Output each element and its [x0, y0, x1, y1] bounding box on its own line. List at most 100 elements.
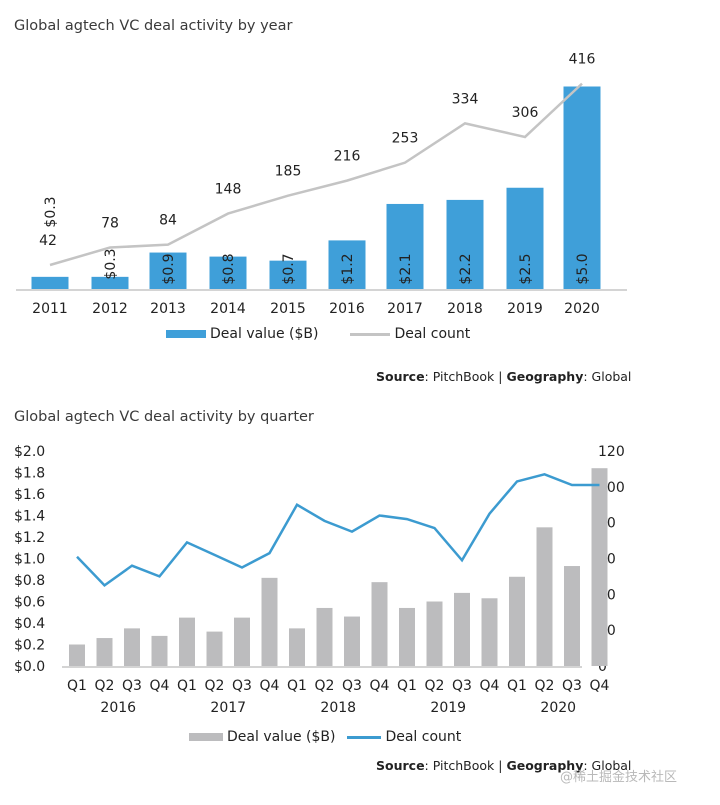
bar-deal-value-2018-Q4 [371, 582, 388, 666]
y-tick-left: $1.6 [14, 487, 45, 503]
data-label-deal-value-2020: $5.0 [575, 253, 591, 284]
data-label-deal-value-2015: $0.7 [281, 253, 297, 284]
y-tick-left: $1.0 [14, 552, 45, 568]
x-tick-2012: 2012 [92, 301, 128, 317]
source-value: PitchBook [432, 369, 495, 384]
y-tick-left: $0.2 [14, 638, 45, 654]
y-tick-left: $2.0 [14, 444, 45, 460]
x-tick-quarter: Q1 [177, 678, 197, 694]
legend-yearly: Deal value ($B) Deal count [166, 326, 470, 342]
source-separator: | [498, 758, 503, 773]
bar-deal-value-2018-Q3 [344, 616, 360, 666]
x-tick-quarter: Q3 [122, 678, 142, 694]
bar-deal-value-2017-Q1 [179, 617, 195, 666]
x-group-year-2019: 2019 [430, 700, 466, 716]
source-label: Source [376, 369, 425, 384]
data-label-deal-value-2016: $1.2 [340, 253, 356, 284]
y-tick-left: $1.4 [14, 509, 45, 525]
bar-deal-value-2014 [209, 256, 247, 289]
data-label-deal-count-2015: 185 [275, 164, 302, 180]
geography-value: Global [591, 758, 632, 773]
bar-deal-value-2020-Q1 [509, 576, 525, 666]
x-tick-quarter: Q1 [67, 678, 87, 694]
x-tick-2018: 2018 [447, 301, 483, 317]
bar-deal-value-2017 [386, 203, 424, 289]
y-tick-right: 0 [598, 659, 607, 675]
x-tick-quarter: Q4 [480, 678, 500, 694]
bar-deal-value-2017-Q2 [206, 631, 223, 666]
watermark: @稀土掘金技术社区 [560, 770, 678, 785]
bar-deal-value-2016-Q3 [124, 628, 140, 666]
line-deal-count [49, 82, 583, 267]
bar-deal-value-2019-Q2 [426, 601, 443, 666]
x-tick-quarter: Q3 [452, 678, 472, 694]
y-tick-left: $0.4 [14, 616, 45, 632]
data-label-deal-count-2011: 42 [39, 233, 57, 249]
geography-label: Geography [506, 369, 584, 384]
source-note-quarterly: Source: PitchBook | Geography: Global [376, 758, 632, 773]
x-group-year-2018: 2018 [320, 700, 356, 716]
bar-deal-value-2019-Q4 [481, 598, 498, 666]
y-tick-left: $0.8 [14, 573, 45, 589]
legend-swatch-deal-count [347, 735, 382, 739]
x-tick-quarter: Q4 [370, 678, 390, 694]
y-tick-left: $0.6 [14, 595, 45, 611]
x-tick-quarter: Q2 [425, 678, 445, 694]
x-tick-quarter: Q3 [342, 678, 362, 694]
bar-deal-value-2018 [446, 199, 484, 289]
chart-title-quarterly: Global agtech VC deal activity by quarte… [14, 409, 314, 425]
bar-deal-value-2017-Q3 [234, 617, 250, 666]
x-tick-quarter: Q2 [95, 678, 115, 694]
x-tick-quarter: Q2 [205, 678, 225, 694]
source-value: PitchBook [432, 758, 495, 773]
quarterly-chart: $0.0 $0.2 $0.4 $0.6 $0.8 $1.0 $1.2 $1.4 $1.6 $1.8… [14, 444, 625, 716]
bar-deal-value-2019-Q1 [399, 607, 415, 666]
x-group-year-2016: 2016 [100, 700, 136, 716]
x-tick-2020: 2020 [564, 301, 600, 317]
legend-label-deal-value: Deal value ($B) [227, 729, 336, 745]
bar-deal-value-2018-Q2 [316, 607, 333, 666]
x-tick-2016: 2016 [329, 301, 365, 317]
data-label-deal-value-2017: $2.1 [398, 253, 414, 284]
bar-deal-value-2020-Q2 [536, 527, 553, 666]
bar-deal-value-2013 [149, 252, 187, 289]
x-tick-quarter: Q4 [590, 678, 610, 694]
legend-quarterly: Deal value ($B) Deal count [189, 729, 461, 745]
x-tick-quarter: Q1 [287, 678, 307, 694]
line-deal-count [76, 472, 600, 588]
x-tick-2019: 2019 [507, 301, 543, 317]
data-label-deal-value-2018: $2.2 [458, 253, 474, 284]
yearly-chart: $0.3 $0.3 $0.9 $0.8 $0.7 $1.2 $2.1 $2.2 $2.5 $5.0… [16, 52, 627, 317]
data-label-deal-value-2014: $0.8 [221, 253, 237, 284]
bar-deal-value-2011 [31, 276, 69, 289]
data-label-deal-count-2017: 253 [392, 131, 419, 147]
bar-deal-value-2017-Q4 [261, 577, 278, 666]
x-tick-quarter: Q3 [232, 678, 252, 694]
y-tick-left: $1.8 [14, 466, 45, 482]
x-tick-quarter: Q2 [315, 678, 335, 694]
data-label-deal-count-2014: 148 [215, 182, 242, 198]
bar-deal-value-2020 [563, 86, 601, 289]
legend-label-deal-count: Deal count [385, 729, 462, 745]
data-label-deal-value-2019: $2.5 [518, 253, 534, 284]
data-label-deal-count-2019: 306 [512, 105, 539, 121]
legend-swatch-deal-count [350, 332, 391, 336]
data-label-deal-value-2012: $0.3 [103, 248, 119, 279]
data-label-deal-count-2012: 78 [101, 216, 119, 232]
bar-deal-value-2012 [91, 276, 129, 289]
bar-deal-value-2018-Q1 [289, 628, 305, 666]
x-tick-2013: 2013 [150, 301, 186, 317]
x-tick-2017: 2017 [387, 301, 423, 317]
source-separator: | [498, 369, 503, 384]
bar-deal-value-2020-Q4 [591, 468, 608, 666]
y-tick-left: $0.0 [14, 659, 45, 675]
data-label-deal-count-2016: 216 [334, 149, 361, 165]
data-label-deal-value-2011: $0.3 [43, 196, 59, 227]
source-label: Source [376, 758, 425, 773]
legend-swatch-deal-value [166, 330, 206, 338]
data-label-deal-count-2013: 84 [159, 213, 177, 229]
geography-label: Geography [506, 758, 584, 773]
y-tick-left: $1.2 [14, 530, 45, 546]
x-tick-quarter: Q1 [507, 678, 527, 694]
bar-deal-value-2016 [328, 240, 366, 289]
